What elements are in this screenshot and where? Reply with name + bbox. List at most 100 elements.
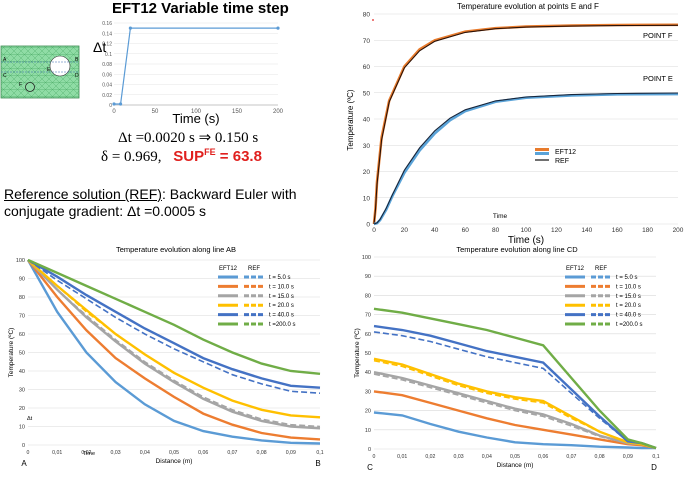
cd-xtick-label: 0 <box>373 454 376 460</box>
points-legend-eft-swatch-top <box>535 148 549 151</box>
cd-xtick-label: 0,08 <box>595 454 605 460</box>
points-xtick-label: 200 <box>673 227 684 234</box>
ab-legend-label: t =200.0 s <box>269 322 296 328</box>
cd-xtick-label: 0,04 <box>482 454 492 460</box>
cd-legend-label: t = 5.0 s <box>616 275 638 281</box>
delta-text: δ = 0.969, <box>101 149 162 165</box>
ab-ref-line <box>27 259 321 445</box>
points-inner-time-label: Time <box>493 213 508 220</box>
cd-title: Temperature evolution along line CD <box>456 245 578 254</box>
points-ytick-label: 40 <box>363 117 371 124</box>
points-xtick-label: 180 <box>642 227 653 234</box>
ab-xtick-label: 0,07 <box>227 450 237 456</box>
page-title: EFT12 Variable time step <box>112 0 289 17</box>
cd-eft-line <box>373 324 657 450</box>
dt-point <box>276 26 280 30</box>
cd-ytick-label: 90 <box>365 274 371 280</box>
cd-ytick-label: 10 <box>365 428 371 434</box>
ab-ytick-label: 0 <box>22 443 25 449</box>
points-ytick-label: 20 <box>363 169 371 176</box>
points-legend-ref-label: REF <box>555 158 569 165</box>
line-cd-chart: Temperature evolution along line CD 0 10 20… <box>354 245 660 472</box>
ab-legend-label: t = 5.0 s <box>269 275 291 281</box>
sup-fe-text: SUPFE = 63.8 <box>173 147 262 165</box>
ab-xtick-label: 0,01 <box>52 450 62 456</box>
ab-ytick-label: 80 <box>19 295 25 301</box>
ab-ytick-label: 90 <box>19 277 25 283</box>
cd-ytick-label: 0 <box>368 447 371 453</box>
ab-xtick-label: 0,08 <box>257 450 267 456</box>
points-red-marker <box>372 19 374 21</box>
mesh-label-c: C <box>3 73 7 79</box>
dt-point <box>128 26 132 30</box>
ab-end-label-start: A <box>21 459 27 468</box>
points-xtick-label: 60 <box>462 227 470 234</box>
sup-superscript: FE <box>204 147 216 157</box>
points-xtick-label: 20 <box>401 227 409 234</box>
points-title: Temperature evolution at points E and F <box>457 2 599 11</box>
mesh-label-f: F <box>19 82 22 88</box>
mesh-label-e: E <box>47 67 51 73</box>
ab-xtick-label: 0,02 <box>81 450 91 456</box>
dt-xtick-label: 0 <box>112 109 116 115</box>
cd-xtick-label: 0,03 <box>454 454 464 460</box>
ab-ref-line <box>27 259 321 441</box>
cd-ytick-label: 30 <box>365 389 371 395</box>
cd-ytick-label: 80 <box>365 293 371 299</box>
points-ytick-label: 80 <box>363 12 371 19</box>
cd-ytick-label: 60 <box>365 332 371 338</box>
ab-ytick-label: 70 <box>19 314 25 320</box>
ref-line2: conjugate gradient: Δt =0.0005 s <box>4 203 206 219</box>
cd-ytick-label: 100 <box>362 255 371 261</box>
sup-value: = 63.8 <box>215 148 262 165</box>
points-xtick-label: 0 <box>372 227 376 234</box>
ab-xtick-label: 0,06 <box>198 450 208 456</box>
ab-legend-header-eft: EFT12 <box>219 266 238 272</box>
mesh-label-b: B <box>75 57 79 63</box>
cd-xtick-label: 0,02 <box>425 454 435 460</box>
cd-xtick-label: 0,01 <box>397 454 407 460</box>
points-ytick-label: 50 <box>363 90 371 97</box>
points-xtick-label: 100 <box>521 227 532 234</box>
dt-ytick-label: 0.08 <box>102 62 112 68</box>
ab-title: Temperature evolution along line AB <box>116 245 236 254</box>
dt-ytick-label: 0 <box>109 103 112 109</box>
dt-xtick-label: 50 <box>152 109 159 115</box>
cd-xtick-label: 0,1 <box>652 454 659 460</box>
ab-legend-label: t = 20.0 s <box>269 303 294 309</box>
point-e-eft-line <box>373 92 679 226</box>
dt-xtick-label: 200 <box>273 109 284 115</box>
cd-ref-line <box>373 308 657 449</box>
ab-xtick-label: 0 <box>27 450 30 456</box>
ref-line1-rest: : Backward Euler with <box>161 186 297 202</box>
dt-chart: 0 0.02 0.04 0.06 0.08 0.1 0.12 0.14 0.16 0 50 100 15… <box>93 21 284 126</box>
ab-ref-line <box>27 259 321 394</box>
ab-ytick-label: 20 <box>19 406 25 412</box>
mesh-label-d: D <box>75 73 79 79</box>
ab-ref-line <box>27 259 321 375</box>
cd-legend-header-eft: EFT12 <box>566 266 585 272</box>
dt-ylabel: Δt <box>93 39 106 55</box>
mesh-figure: A B C D E F <box>0 45 80 99</box>
dt-ytick-label: 0.16 <box>102 21 112 27</box>
ab-legend-label: t = 40.0 s <box>269 313 294 319</box>
ab-ytick-label: 10 <box>19 425 25 431</box>
delta-sup-line: δ = 0.969, SUPFE = 63.8 <box>101 147 262 166</box>
points-xtick-label: 120 <box>551 227 562 234</box>
ab-ytick-label: 50 <box>19 351 25 357</box>
ab-legend-label: t = 10.0 s <box>269 284 294 290</box>
cd-legend-label: t = 40.0 s <box>616 313 641 319</box>
cd-xtick-label: 0,07 <box>566 454 576 460</box>
cd-ref-line <box>373 331 657 449</box>
line-ab-chart: Temperature evolution along line AB 0 10 20… <box>8 245 324 468</box>
cd-ref-line <box>373 359 657 449</box>
dt-series-line <box>114 27 278 105</box>
dt-ytick-label: 0.12 <box>102 42 112 48</box>
cd-ytick-label: 50 <box>365 351 371 357</box>
ab-ytick-label: 40 <box>19 369 25 375</box>
ab-ref-line <box>27 259 321 419</box>
ab-end-label-end: B <box>315 459 320 468</box>
cd-xtick-label: 0,05 <box>510 454 520 460</box>
ab-inner-time-label: Time <box>83 451 95 457</box>
dt-point <box>112 102 116 106</box>
